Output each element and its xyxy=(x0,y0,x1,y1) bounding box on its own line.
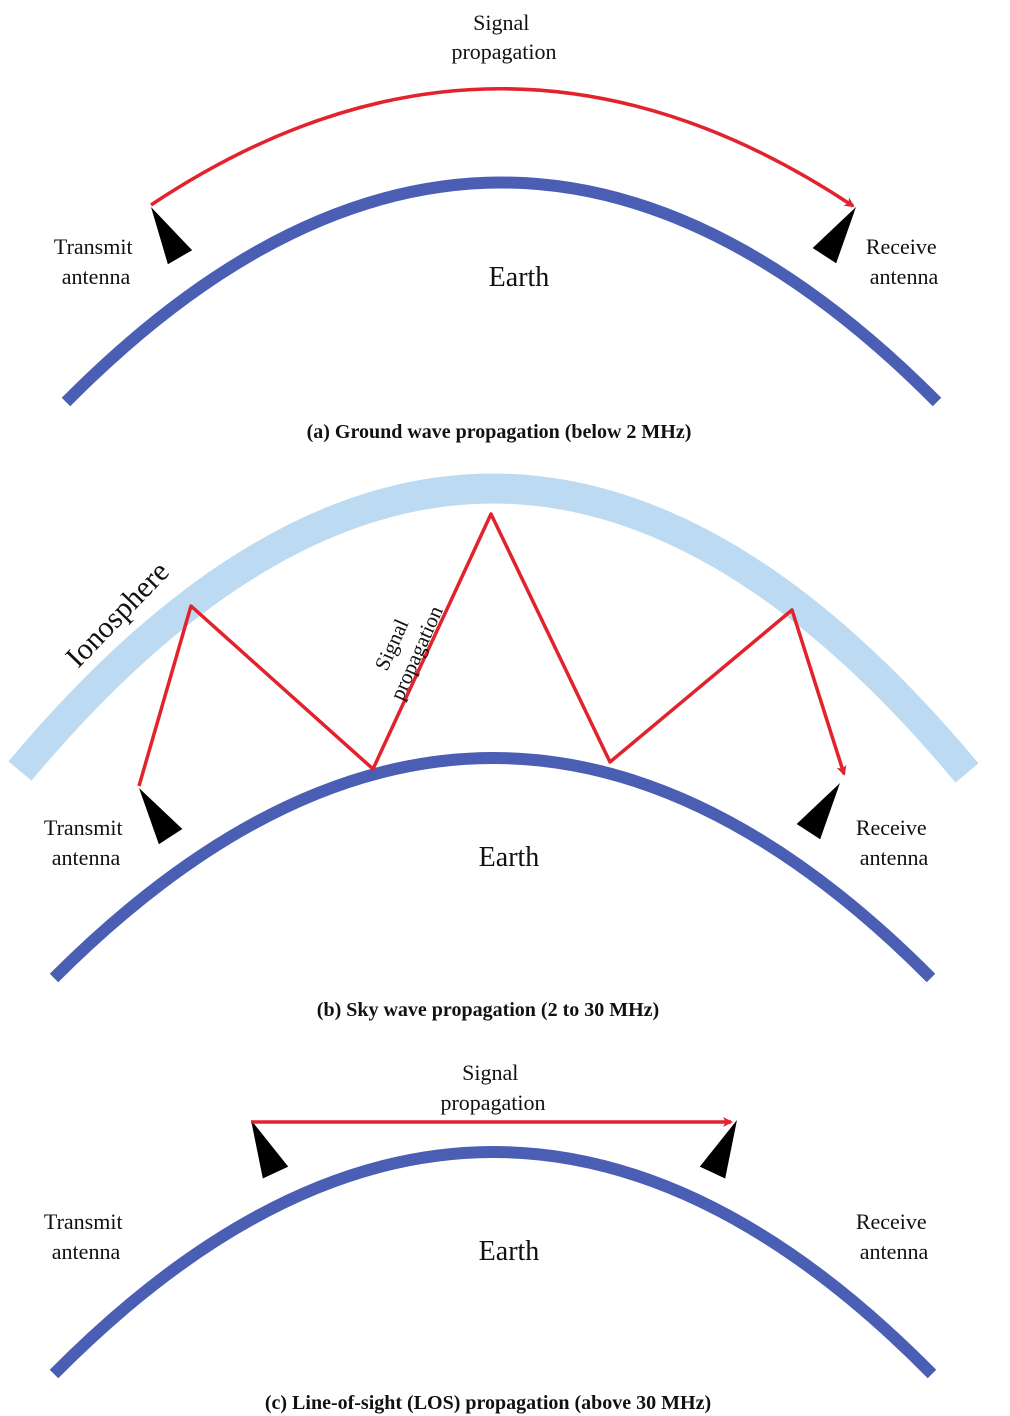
signal-label-line2: propagation xyxy=(451,39,556,64)
svg-text:Signal propagation: Signal propagation xyxy=(451,10,556,64)
earth-arc xyxy=(61,176,942,407)
receive-label-line2: antenna xyxy=(870,264,939,289)
transmit-label-line2: antenna xyxy=(52,845,121,870)
svg-text:Receive antenna: Receive antenna xyxy=(856,815,932,870)
svg-text:Transmit antenna: Transmit antenna xyxy=(54,234,138,289)
earth-arc xyxy=(49,752,936,983)
earth-label: Earth xyxy=(479,1236,540,1267)
earth-label: Earth xyxy=(479,842,540,873)
transmit-label-line1: Transmit xyxy=(44,815,123,840)
panel-ground-wave: Signal propagation Transmit antenna Rece… xyxy=(54,10,942,443)
panel-sky-wave: Ionosphere Signal propagation Transmit a… xyxy=(8,473,979,1021)
svg-text:Receive antenna: Receive antenna xyxy=(866,234,942,289)
panel-line-of-sight: Signal propagation Transmit antenna Rece… xyxy=(44,1060,937,1414)
earth-arc xyxy=(49,1146,937,1379)
transmit-label-line1: Transmit xyxy=(44,1209,123,1234)
caption: (b) Sky wave propagation (2 to 30 MHz) xyxy=(317,999,659,1021)
transmit-antenna xyxy=(138,200,193,265)
receive-antenna xyxy=(796,775,852,840)
transmit-antenna xyxy=(127,780,183,845)
transmit-label-line2: antenna xyxy=(62,264,131,289)
receive-label-line1: Receive xyxy=(856,1209,927,1234)
svg-text:Signal propagation: Signal propagation xyxy=(440,1060,545,1115)
transmit-label-line1: Transmit xyxy=(54,234,133,259)
receive-label-line2: antenna xyxy=(860,1239,929,1264)
ionosphere-arc xyxy=(8,473,979,783)
receive-label-line2: antenna xyxy=(860,845,929,870)
signal-label-line1: Signal xyxy=(473,10,529,35)
svg-text:Transmit antenna: Transmit antenna xyxy=(44,1209,128,1264)
receive-label-line1: Receive xyxy=(866,234,937,259)
svg-text:Signal propagation: Signal propagation xyxy=(361,591,448,703)
caption: (c) Line-of-sight (LOS) propagation (abo… xyxy=(265,1392,711,1414)
caption: (a) Ground wave propagation (below 2 MHz… xyxy=(307,421,692,443)
earth-label: Earth xyxy=(489,262,550,293)
signal-path xyxy=(137,512,847,787)
receive-antenna xyxy=(812,199,868,264)
svg-text:Transmit antenna: Transmit antenna xyxy=(44,815,128,870)
signal-label-line2: propagation xyxy=(440,1090,545,1115)
svg-text:Receive antenna: Receive antenna xyxy=(856,1209,932,1264)
receive-label-line1: Receive xyxy=(856,815,927,840)
signal-arrow xyxy=(150,87,855,208)
transmit-label-line2: antenna xyxy=(52,1239,121,1264)
signal-label-line1: Signal xyxy=(462,1060,518,1085)
